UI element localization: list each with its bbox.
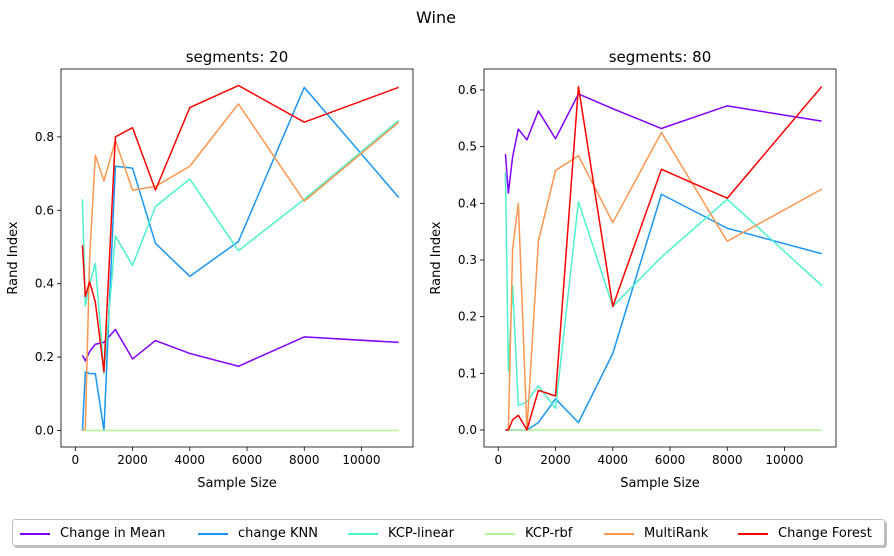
axes-frame (60, 68, 414, 448)
x-tick-label: 2000 (540, 453, 571, 467)
legend-label: Change in Mean (60, 526, 166, 541)
y-tick-label: 0.5 (458, 140, 477, 154)
x-tick-label: 0 (494, 453, 502, 467)
series-line-multirank (82, 103, 400, 432)
y-axis-label: Rand Index (6, 221, 21, 294)
figure-title: Wine (416, 8, 456, 27)
legend-item-kcp-linear: KCP-linear (348, 520, 454, 547)
y-tick-label: 0.8 (35, 130, 54, 144)
series-line-change-forest (81, 84, 399, 373)
y-tick-label: 0.4 (35, 277, 54, 291)
series-line-change-in-mean (81, 328, 399, 368)
y-tick-label: 0.6 (458, 83, 477, 97)
legend-item-multirank: MultiRank (604, 520, 708, 547)
x-axis-label: Sample Size (197, 476, 277, 491)
legend: Change in Mean change KNN KCP-linear KCP… (12, 519, 885, 546)
series-line-change-forest (505, 85, 823, 431)
x-tick-label: 6000 (232, 453, 263, 467)
y-tick-label: 0.2 (35, 350, 54, 364)
legend-swatch (738, 532, 768, 535)
legend-label: MultiRank (644, 526, 709, 541)
series-line-change-knn (81, 86, 400, 432)
series-line-change-in-mean (504, 93, 822, 194)
x-tick-label: 6000 (655, 453, 686, 467)
x-axis-label: Sample Size (620, 476, 700, 491)
legend-item-change-knn: change KNN (198, 520, 318, 547)
legend-swatch (198, 532, 228, 535)
x-tick-label: 4000 (598, 453, 629, 467)
legend-item-change-forest: Change Forest (738, 520, 872, 547)
chart-title: segments: 20 (186, 48, 289, 66)
series-line-kcp-linear (81, 119, 400, 375)
y-tick-label: 0.6 (35, 203, 54, 217)
y-tick-label: 0.0 (458, 423, 477, 437)
legend-item-kcp-rbf: KCP-rbf (485, 520, 572, 547)
x-tick-label: 8000 (712, 453, 743, 467)
chart-panel-1: 0 2000 4000 6000 8000 10000 0.0 0.2 0.4 0.6 0.8 seg… (6, 48, 414, 491)
y-tick-label: 0.4 (458, 196, 477, 210)
y-tick-label: 0.0 (35, 423, 54, 437)
x-tick-label: 10000 (342, 453, 380, 467)
charts-group: 0 2000 4000 6000 8000 10000 0.0 0.2 0.4 0.6 0.8 seg… (6, 48, 837, 491)
y-tick-label: 0.2 (458, 310, 477, 324)
series-line-kcp-linear (504, 172, 823, 410)
legend-label: Change Forest (778, 526, 872, 541)
y-tick-label: 0.3 (458, 253, 477, 267)
x-tick-label: 2000 (117, 453, 148, 467)
x-tick-label: 4000 (175, 453, 206, 467)
legend-label: change KNN (238, 526, 318, 541)
chart-title: segments: 80 (609, 48, 712, 66)
axes-frame (483, 68, 837, 448)
legend-swatch (485, 532, 515, 535)
x-tick-label: 10000 (765, 453, 803, 467)
legend-item-change-in-mean: Change in Mean (20, 520, 165, 547)
series-group (504, 85, 823, 431)
legend-swatch (20, 532, 50, 535)
legend-label: KCP-rbf (525, 526, 573, 541)
y-tick-label: 0.1 (458, 366, 477, 380)
x-tick-label: 0 (71, 453, 79, 467)
series-line-multirank (505, 131, 823, 431)
y-axis-label: Rand Index (429, 221, 444, 294)
legend-swatch (604, 532, 634, 535)
x-tick-label: 8000 (289, 453, 320, 467)
chart-panel-2: 0 2000 4000 6000 8000 10000 0.0 0.1 0.2 0.3 0.4 0.5… (429, 48, 837, 491)
legend-label: KCP-linear (388, 526, 454, 541)
series-group (81, 84, 400, 432)
legend-swatch (348, 532, 378, 535)
